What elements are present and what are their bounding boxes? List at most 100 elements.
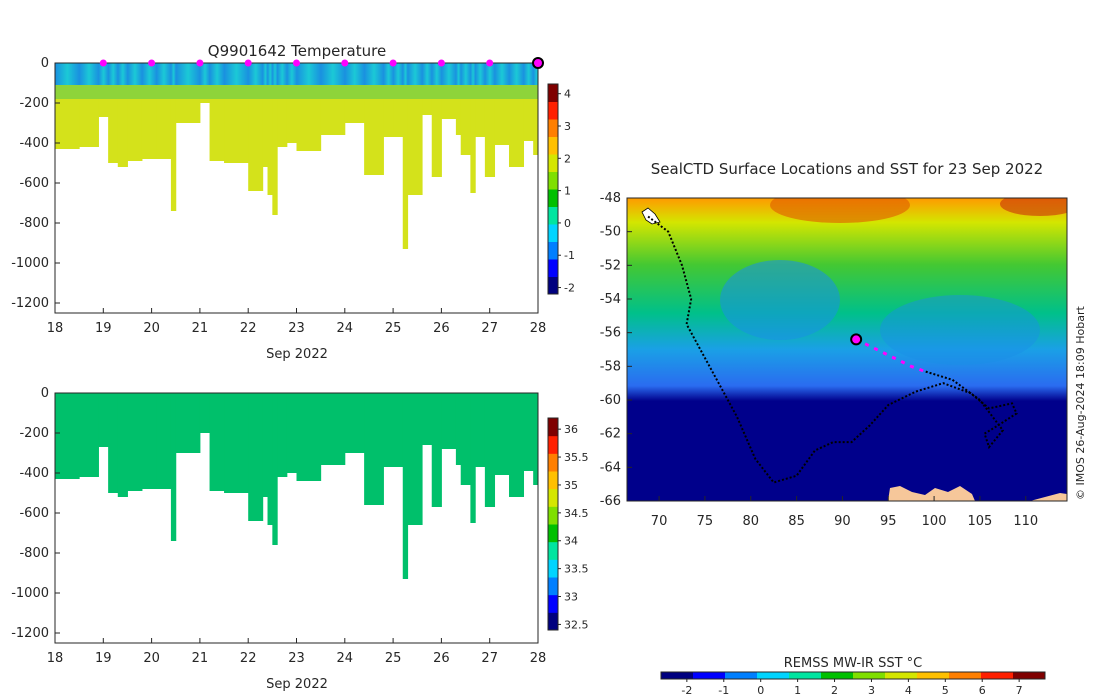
temperature-profile-markers	[99, 57, 544, 69]
temperature-thermocline-layer	[170, 85, 177, 99]
colorbar-tick-label: 3	[564, 120, 571, 133]
sst-colorbar-segment	[885, 672, 918, 679]
x-tick-label: 25	[385, 321, 402, 336]
colorbar-segment	[548, 206, 558, 225]
salinity-profile-column	[393, 393, 404, 467]
x-tick-label: 24	[337, 651, 354, 666]
salinity-profile-column	[402, 393, 409, 579]
temperature-surface-layer	[364, 63, 384, 85]
salinity-profile-column	[262, 393, 269, 497]
colorbar-segment	[548, 84, 558, 102]
lat-tick-label: -60	[600, 393, 621, 408]
colorbar-segment	[548, 471, 558, 490]
temperature-thermocline-layer	[533, 85, 538, 99]
colorbar-tick-label: 35	[564, 479, 578, 492]
temperature-surface-layer	[272, 63, 278, 85]
temperature-colorbar: 4 3 2 1 0 -1 -2	[547, 83, 575, 295]
temperature-deep-layer	[523, 99, 534, 141]
temperature-surface-layer	[199, 63, 211, 85]
temperature-thermocline-layer	[460, 85, 471, 99]
antarctic-coast-icon	[888, 486, 975, 501]
temperature-surface-layer	[156, 63, 172, 85]
credit-text: © IMOS 26-Aug-2024 18:09 Hobart	[1074, 306, 1087, 500]
map-title: SealCTD Surface Locations and SST for 23…	[651, 160, 1043, 178]
salinity-profile-column	[267, 393, 273, 525]
salinity-profile-column	[277, 393, 288, 477]
temperature-deep-layer	[320, 99, 346, 135]
sst-colorbar-segment	[949, 672, 982, 679]
lon-tick-label: 100	[922, 514, 947, 529]
temperature-deep-layer	[441, 99, 457, 119]
lon-tick-label: 105	[968, 514, 993, 529]
salinity-profile-column	[156, 393, 172, 489]
antarctic-coast-icon	[1030, 493, 1067, 501]
salinity-profile-column	[470, 393, 476, 523]
colorbar-segment	[548, 524, 558, 543]
salinity-profile-column	[108, 393, 119, 493]
temperature-surface-layer	[175, 63, 201, 85]
lat-tick-label: -52	[600, 258, 621, 273]
lat-tick-label: -62	[600, 427, 621, 442]
temperature-surface-layer	[55, 63, 80, 85]
temperature-thermocline-layer	[441, 85, 457, 99]
colorbar-tick-label: 34	[564, 535, 578, 548]
profile-marker	[486, 59, 494, 67]
temperature-deep-layer	[393, 99, 404, 137]
colorbar-tick-label: 34.5	[564, 507, 589, 520]
sst-colorbar-tick-label: 2	[831, 684, 838, 697]
y-tick-label: -800	[19, 546, 49, 561]
temperature-deep-layer	[475, 99, 486, 137]
salinity-section-plot: 0 -200 -400 -600 -800 -1000 -1200 18 19 20 21 22 23…	[11, 386, 588, 692]
temperature-thermocline-layer	[199, 85, 211, 99]
salinity-profile-column	[127, 393, 143, 491]
temperature-y-axis: 0 -200 -400 -600 -800 -1000 -1200	[11, 56, 60, 311]
temperature-deep-layer	[431, 99, 442, 177]
profile-marker	[293, 59, 300, 67]
salinity-profile-column	[170, 393, 177, 541]
salinity-profile-column	[441, 393, 457, 449]
salinity-profiles	[55, 393, 538, 579]
y-tick-label: -600	[19, 506, 49, 521]
salinity-profile-column	[509, 393, 525, 497]
temperature-thermocline-layer	[117, 85, 128, 99]
temperature-thermocline-layer	[475, 85, 486, 99]
temperature-surface-layer	[441, 63, 457, 85]
colorbar-segment	[548, 453, 558, 472]
colorbar-segment	[548, 506, 558, 525]
cool-patch	[880, 295, 1040, 365]
y-tick-label: -1000	[11, 586, 49, 601]
temperature-deep-layer	[509, 99, 525, 167]
temperature-deep-layer	[494, 99, 510, 145]
temperature-deep-layer	[79, 99, 99, 147]
temperature-surface-layer	[422, 63, 433, 85]
temperature-surface-layer	[286, 63, 297, 85]
salinity-y-axis: 0 -200 -400 -600 -800 -1000 -1200	[11, 386, 60, 641]
x-tick-label: 27	[481, 321, 498, 336]
temperature-deep-layer	[209, 99, 225, 161]
temperature-surface-layer	[320, 63, 346, 85]
colorbar-segment	[548, 559, 558, 578]
colorbar-segment	[548, 224, 558, 242]
temperature-surface-layer	[224, 63, 249, 85]
salinity-profile-column	[141, 393, 157, 489]
temperature-deep-layer	[407, 99, 423, 195]
map-lat-axis: -48 -50 -52 -54 -56 -58 -60 -62 -64 -66	[600, 191, 632, 509]
temperature-thermocline-layer	[431, 85, 442, 99]
x-tick-label: 19	[95, 651, 112, 666]
y-tick-label: -400	[19, 136, 49, 151]
temperature-thermocline-layer	[55, 85, 80, 99]
seal-track	[647, 215, 1018, 484]
temperature-deep-layer	[127, 99, 143, 161]
salinity-profile-column	[79, 393, 99, 477]
temperature-surface-layer	[108, 63, 119, 85]
temperature-surface-layer	[402, 63, 409, 85]
y-tick-label: 0	[41, 56, 49, 71]
salinity-profile-column	[422, 393, 433, 445]
temperature-surface-layer	[484, 63, 496, 85]
temperature-section-plot: Q9901642 Temperature 0 -200 -400 -600 -800 -1…	[11, 42, 575, 362]
temperature-deep-layer	[267, 99, 273, 195]
temperature-surface-layer	[494, 63, 510, 85]
lon-tick-label: 90	[834, 514, 851, 529]
sst-colorbar-segment	[693, 672, 726, 679]
temperature-surface-layer	[393, 63, 404, 85]
